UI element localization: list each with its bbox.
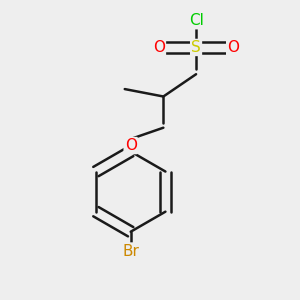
Text: S: S: [191, 40, 201, 55]
Text: O: O: [153, 40, 165, 55]
Text: Cl: Cl: [189, 13, 203, 28]
Text: O: O: [227, 40, 239, 55]
Text: Br: Br: [122, 244, 139, 259]
Text: O: O: [125, 138, 137, 153]
